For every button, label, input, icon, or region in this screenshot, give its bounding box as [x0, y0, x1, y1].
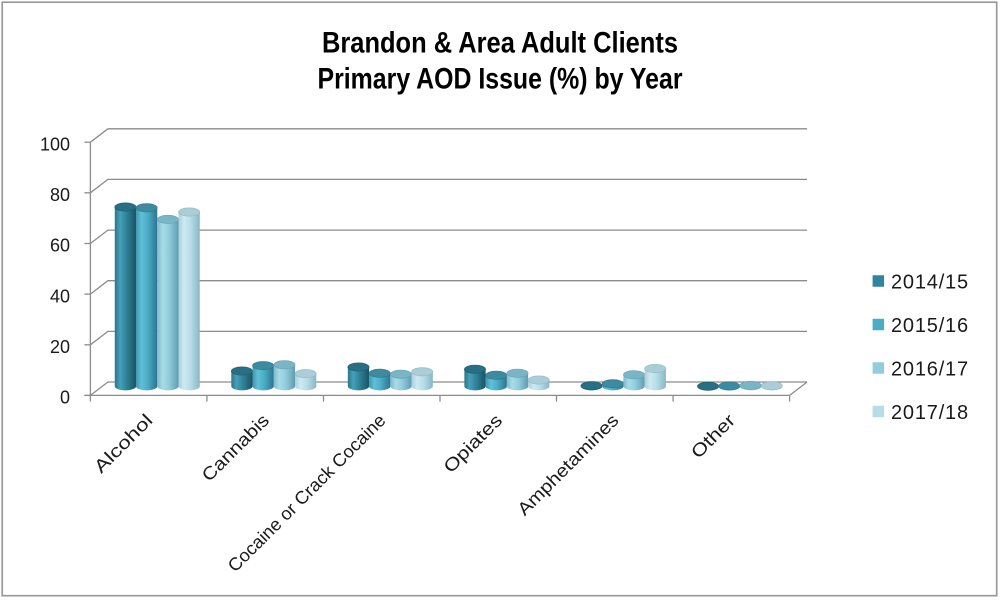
svg-text:Primary AOD Issue (%) by Year: Primary AOD Issue (%) by Year	[318, 63, 683, 96]
svg-text:80: 80	[50, 185, 70, 205]
svg-text:60: 60	[50, 236, 70, 256]
svg-text:100: 100	[40, 134, 70, 154]
svg-text:40: 40	[50, 286, 70, 306]
svg-text:20: 20	[50, 337, 70, 357]
svg-text:2014/15: 2014/15	[891, 271, 969, 293]
svg-text:2015/16: 2015/16	[891, 315, 969, 337]
svg-text:2016/17: 2016/17	[891, 358, 969, 380]
svg-text:0: 0	[60, 388, 70, 408]
svg-text:2017/18: 2017/18	[891, 402, 969, 424]
svg-text:Brandon & Area Adult Clients: Brandon & Area Adult Clients	[322, 27, 678, 60]
